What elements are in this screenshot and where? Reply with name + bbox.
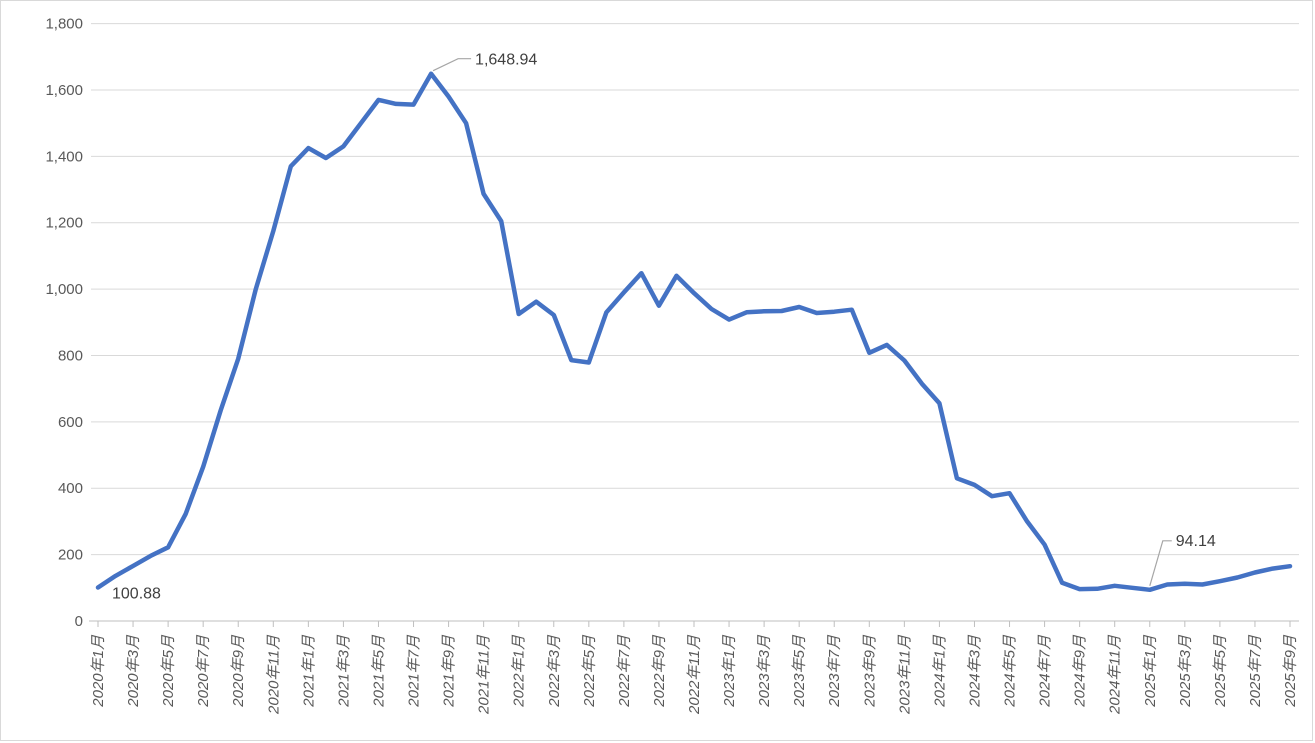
x-axis-label: 2021年7月 bbox=[406, 634, 423, 708]
x-axis-label: 2022年1月 bbox=[511, 634, 528, 708]
x-axis-label: 2020年9月 bbox=[230, 634, 247, 708]
x-axis-label: 2025年5月 bbox=[1212, 634, 1229, 708]
y-axis-label: 1,800 bbox=[45, 16, 83, 33]
x-axis-label: 2020年3月 bbox=[125, 634, 142, 708]
x-axis-label: 2020年7月 bbox=[195, 634, 212, 708]
x-axis-label: 2023年9月 bbox=[861, 634, 878, 708]
y-axis-label: 1,600 bbox=[45, 82, 83, 99]
x-axis-label: 2024年9月 bbox=[1072, 634, 1089, 708]
x-axis-label: 2022年11月 bbox=[686, 634, 703, 715]
x-axis-label: 2020年5月 bbox=[160, 634, 177, 708]
x-axis-label: 2024年5月 bbox=[1002, 634, 1019, 708]
x-axis-label: 2021年3月 bbox=[335, 634, 352, 708]
x-axis-label: 2025年7月 bbox=[1247, 634, 1264, 708]
y-axis-label: 0 bbox=[75, 613, 83, 630]
x-axis-label: 2023年7月 bbox=[826, 634, 843, 708]
x-axis-label: 2021年11月 bbox=[476, 634, 493, 715]
y-axis-label: 1,200 bbox=[45, 215, 83, 232]
y-axis-label: 1,400 bbox=[45, 148, 83, 165]
low-annotation-leader bbox=[1149, 540, 1172, 586]
x-axis-label: 2021年1月 bbox=[300, 634, 317, 708]
x-axis-label: 2025年9月 bbox=[1282, 634, 1299, 708]
peak-annotation-label: 1,648.94 bbox=[475, 52, 537, 69]
x-axis-label: 2022年7月 bbox=[616, 634, 633, 708]
low-annotation-label: 94.14 bbox=[1176, 533, 1216, 550]
x-axis-label: 2023年1月 bbox=[721, 634, 738, 708]
y-axis-label: 200 bbox=[58, 547, 83, 564]
x-axis-label: 2022年5月 bbox=[581, 634, 598, 708]
x-axis-label: 2021年5月 bbox=[370, 634, 387, 708]
data-series-line bbox=[95, 71, 1293, 593]
x-axis-label: 2022年9月 bbox=[651, 634, 668, 708]
x-axis-label: 2024年1月 bbox=[931, 634, 948, 708]
x-axis-label: 2021年9月 bbox=[441, 634, 458, 708]
x-axis-label: 2024年7月 bbox=[1037, 634, 1054, 708]
x-axis-label: 2023年3月 bbox=[756, 634, 773, 708]
x-axis-label: 2025年3月 bbox=[1177, 634, 1194, 708]
x-axis-label: 2024年3月 bbox=[966, 634, 983, 708]
x-axis-label: 2023年11月 bbox=[896, 634, 913, 715]
x-axis-label: 2025年1月 bbox=[1142, 634, 1159, 708]
x-axis-label: 2024年11月 bbox=[1107, 634, 1124, 715]
y-axis-label: 600 bbox=[58, 414, 83, 431]
peak-annotation-leader bbox=[432, 58, 472, 72]
y-axis-label: 400 bbox=[58, 480, 83, 497]
x-axis-label: 2023年5月 bbox=[791, 634, 808, 708]
x-axis-label: 2022年3月 bbox=[546, 634, 563, 708]
x-axis-label: 2020年11月 bbox=[265, 634, 282, 715]
y-axis-label: 800 bbox=[58, 347, 83, 364]
x-axis-label: 2020年1月 bbox=[90, 634, 107, 708]
start-annotation-label: 100.88 bbox=[112, 586, 161, 603]
y-axis-label: 1,000 bbox=[45, 281, 83, 298]
